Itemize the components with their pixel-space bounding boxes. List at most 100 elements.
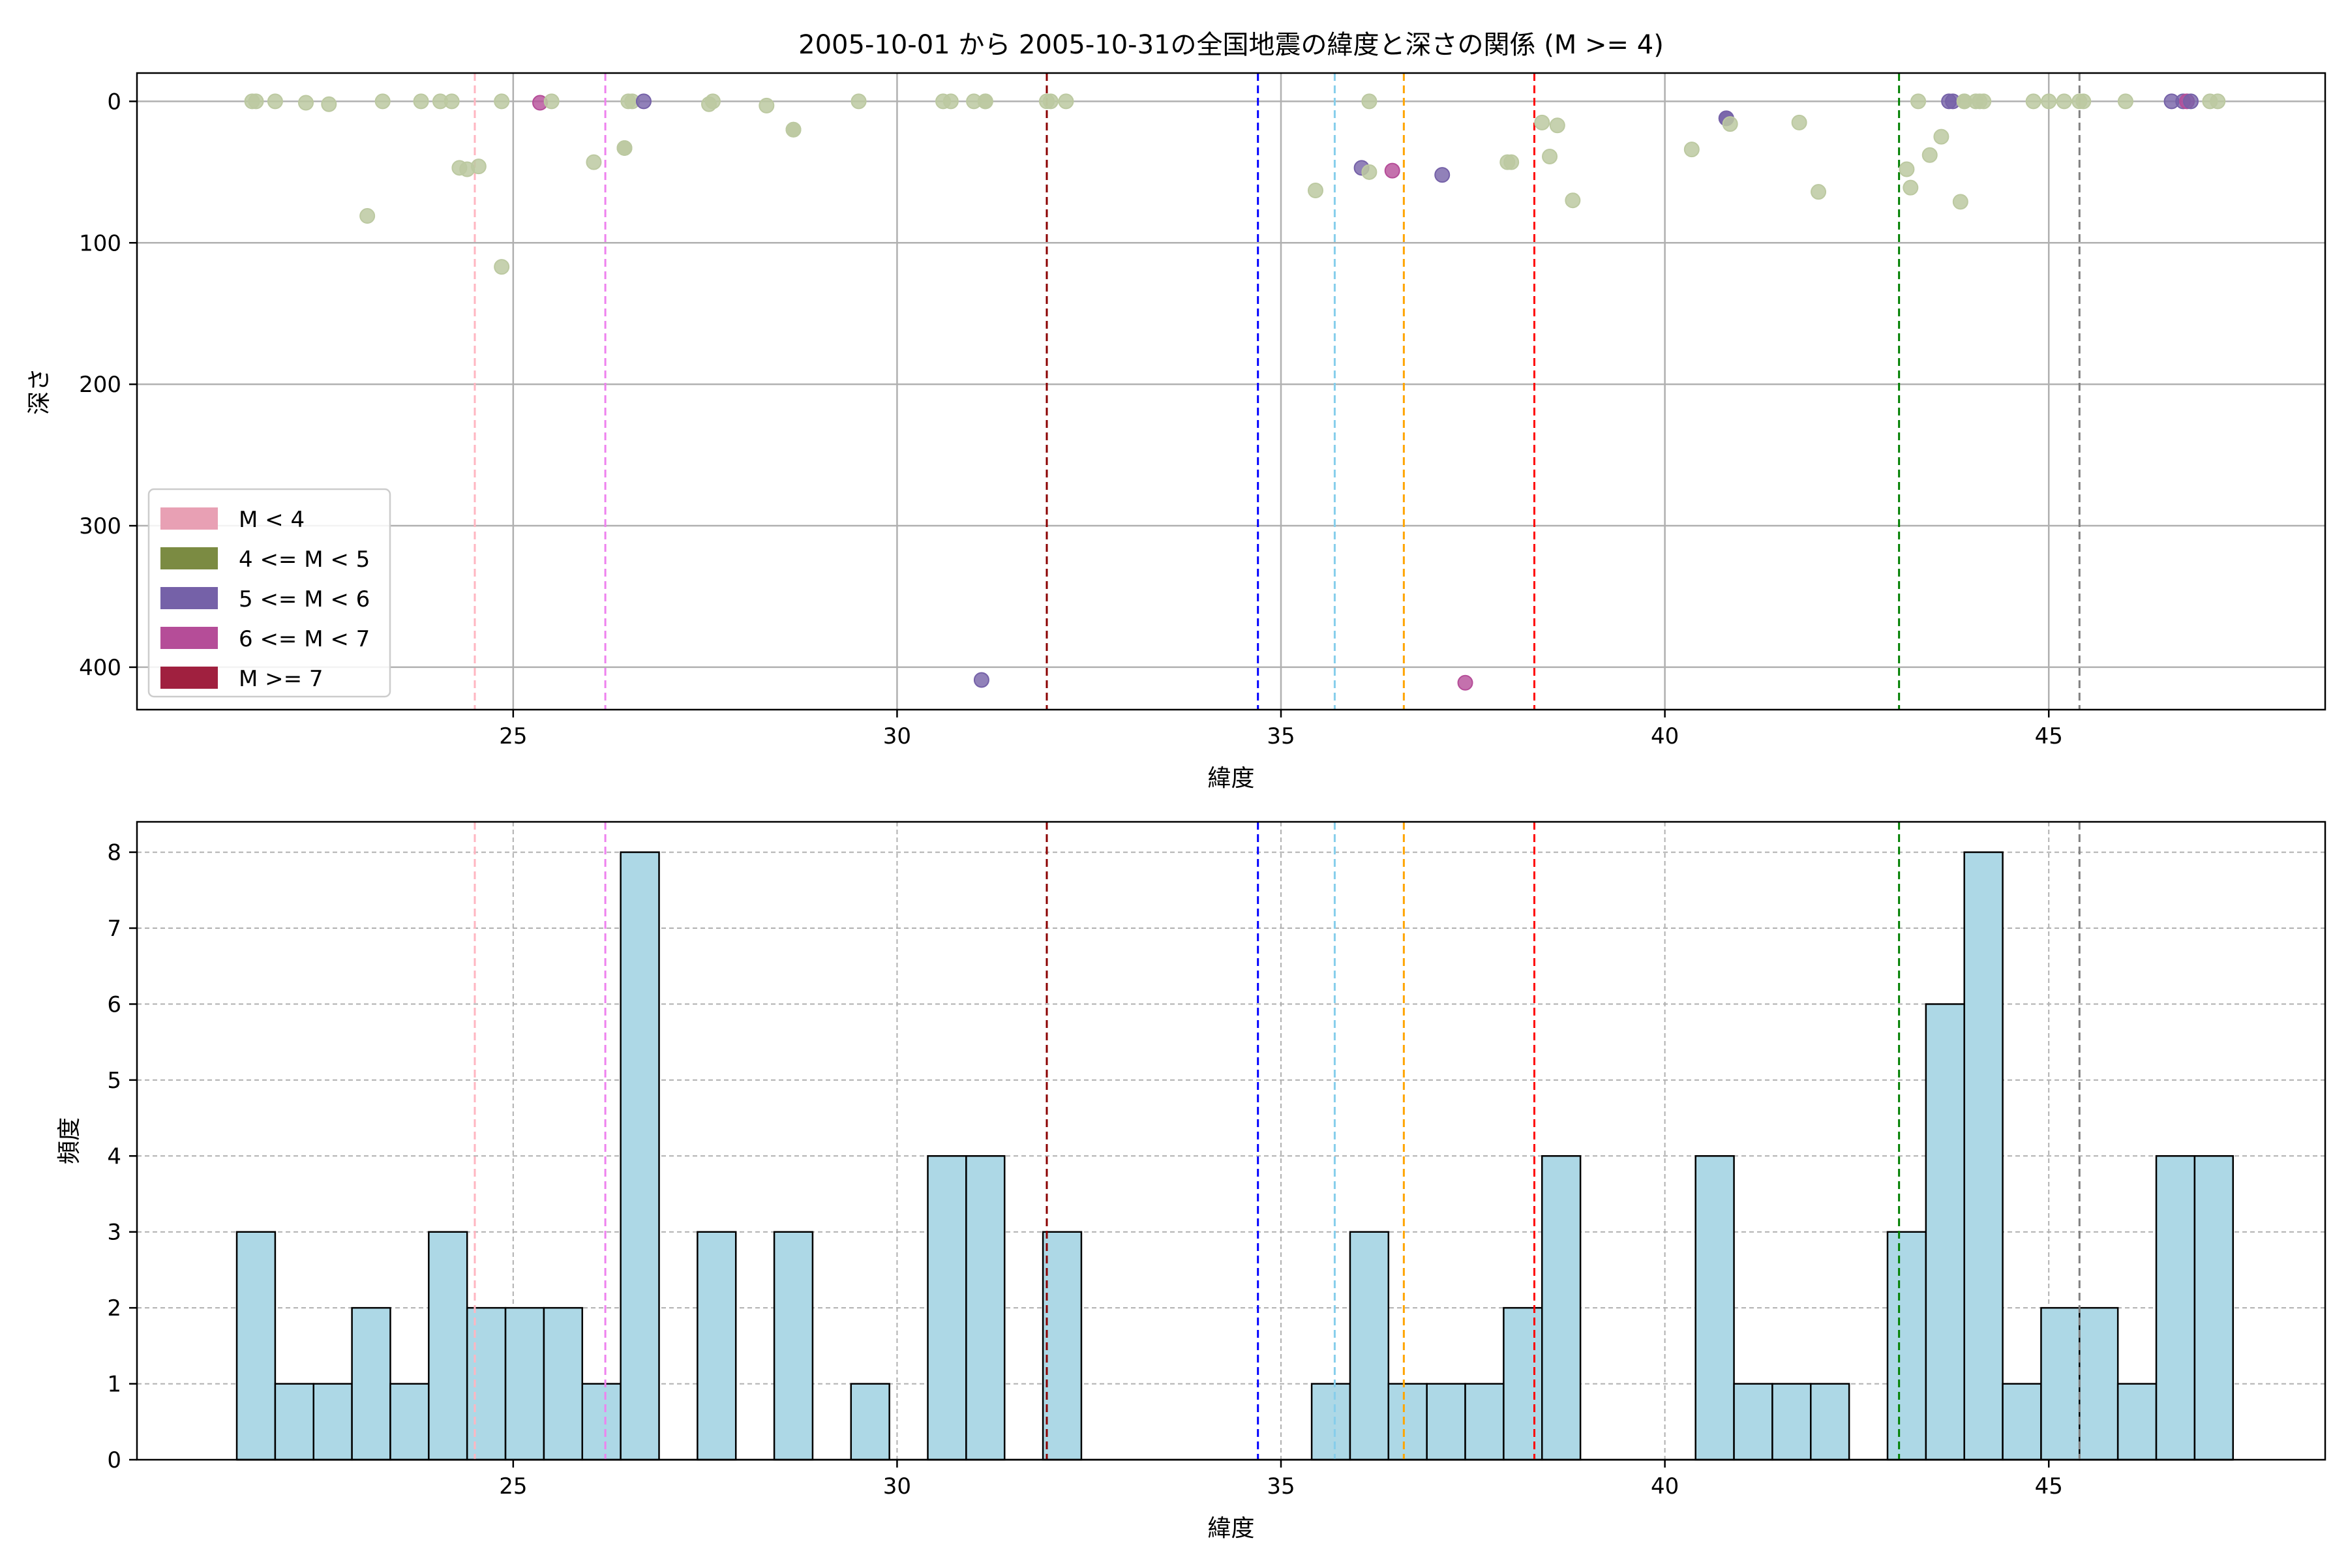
histogram-bar bbox=[773, 1231, 814, 1461]
scatter-point bbox=[942, 93, 959, 110]
hist-x-axis-label: 緯度 bbox=[1207, 1515, 1254, 1542]
scatter-point bbox=[1534, 114, 1550, 130]
histogram-bar bbox=[1771, 1383, 1812, 1461]
histogram-bar bbox=[2079, 1306, 2119, 1461]
scatter-point bbox=[2041, 93, 2057, 110]
scatter-y-tick-label: 200 bbox=[79, 372, 121, 398]
histogram-bar bbox=[697, 1231, 737, 1461]
scatter-point bbox=[1361, 93, 1377, 110]
histogram-bar bbox=[2002, 1383, 2042, 1461]
scatter-point bbox=[2075, 93, 2092, 110]
histogram-bar bbox=[1733, 1383, 1773, 1461]
histogram-bar bbox=[466, 1306, 507, 1461]
histogram-bar bbox=[1426, 1383, 1466, 1461]
legend: M < 4 4 <= M < 5 5 <= M < 6 6 <= M < 7 M >= … bbox=[147, 488, 391, 698]
scatter-x-tick-label: 30 bbox=[883, 723, 911, 749]
scatter-point bbox=[494, 93, 510, 110]
histogram-bar bbox=[1349, 1231, 1390, 1461]
histogram-bar bbox=[620, 851, 660, 1461]
scatter-point bbox=[2210, 93, 2226, 110]
scatter-point bbox=[1549, 117, 1565, 134]
scatter-y-tick-label: 400 bbox=[79, 655, 121, 681]
scatter-point bbox=[1058, 93, 1074, 110]
histogram-bar bbox=[389, 1383, 430, 1461]
scatter-point bbox=[1952, 194, 1968, 210]
scatter-point bbox=[1503, 154, 1520, 170]
scatter-point bbox=[494, 259, 510, 275]
legend-swatch bbox=[160, 627, 218, 649]
hist-x-tick-label: 30 bbox=[883, 1473, 911, 1500]
legend-label: 6 <= M < 7 bbox=[239, 626, 370, 652]
legend-swatch bbox=[160, 667, 218, 689]
scatter-point bbox=[1921, 147, 1938, 163]
scatter-point bbox=[1307, 183, 1323, 199]
scatter-x-tick-label: 25 bbox=[499, 723, 527, 749]
scatter-point bbox=[359, 208, 376, 224]
scatter-point bbox=[1791, 114, 1807, 130]
histogram-bar bbox=[1464, 1383, 1505, 1461]
histogram-bar bbox=[965, 1155, 1006, 1461]
histogram-bar bbox=[2155, 1155, 2196, 1461]
scatter-panel: 25 30 35 40 45 0 100 200 300 400 2005-10-01 から 200… bbox=[26, 30, 2326, 792]
legend-swatch bbox=[160, 507, 218, 530]
hist-x-tick-label: 25 bbox=[499, 1473, 527, 1500]
scatter-point bbox=[635, 93, 652, 110]
hist-y-axis-label: 頻度 bbox=[56, 1117, 83, 1164]
hist-y-tick-label: 6 bbox=[107, 991, 121, 1018]
hist-y-tick-label: 3 bbox=[107, 1220, 121, 1246]
scatter-point bbox=[704, 93, 721, 110]
legend-swatch bbox=[160, 587, 218, 609]
histogram-bar bbox=[581, 1383, 622, 1461]
histogram-bar bbox=[850, 1383, 890, 1461]
hist-y-tick-label: 1 bbox=[107, 1372, 121, 1398]
histogram-bar bbox=[1886, 1231, 1927, 1461]
scatter-y-tick-label: 300 bbox=[79, 513, 121, 539]
scatter-point bbox=[1722, 116, 1738, 132]
histogram-bar bbox=[351, 1306, 391, 1461]
scatter-x-axis-label: 緯度 bbox=[1207, 765, 1254, 792]
scatter-point bbox=[2056, 93, 2072, 110]
scatter-point bbox=[321, 96, 337, 112]
hist-y-tick-label: 2 bbox=[107, 1295, 121, 1321]
scatter-point bbox=[1910, 93, 1927, 110]
scatter-point bbox=[1811, 184, 1827, 200]
scatter-point bbox=[1434, 167, 1451, 183]
histogram-bar bbox=[504, 1306, 545, 1461]
scatter-point bbox=[1542, 148, 1558, 164]
scatter-point bbox=[1683, 142, 1700, 158]
histogram-bar bbox=[2116, 1383, 2158, 1461]
scatter-point bbox=[759, 97, 775, 113]
histogram-bar bbox=[1503, 1306, 1543, 1461]
scatter-point bbox=[1042, 93, 1059, 110]
scatter-x-tick-label: 45 bbox=[2035, 723, 2063, 749]
scatter-point bbox=[1457, 674, 1473, 691]
histogram-bar bbox=[1387, 1383, 1428, 1461]
scatter-point bbox=[470, 158, 487, 175]
scatter-point bbox=[616, 140, 633, 156]
scatter-point bbox=[1976, 93, 1992, 110]
scatter-point bbox=[2117, 93, 2133, 110]
histogram-bar bbox=[274, 1383, 315, 1461]
legend-swatch bbox=[160, 547, 218, 569]
scatter-point bbox=[1899, 161, 1915, 177]
scatter-point bbox=[1903, 179, 1919, 196]
scatter-point bbox=[973, 672, 989, 688]
scatter-point bbox=[1384, 162, 1400, 179]
scatter-point bbox=[267, 93, 283, 110]
scatter-point bbox=[413, 93, 429, 110]
legend-label: 5 <= M < 6 bbox=[239, 586, 370, 612]
histogram-bar bbox=[1694, 1155, 1735, 1461]
scatter-point bbox=[1933, 128, 1949, 145]
scatter-point bbox=[1565, 192, 1581, 209]
histogram-bar bbox=[543, 1306, 584, 1461]
hist-y-tick-label: 0 bbox=[107, 1447, 121, 1473]
scatter-y-tick-label: 0 bbox=[107, 89, 121, 115]
histogram-bar bbox=[1963, 851, 2004, 1461]
scatter-point bbox=[785, 121, 802, 138]
histogram-bar bbox=[1810, 1383, 1850, 1461]
scatter-point bbox=[586, 154, 602, 170]
legend-label: M < 4 bbox=[239, 507, 305, 533]
scatter-y-tick-label: 100 bbox=[79, 230, 121, 256]
